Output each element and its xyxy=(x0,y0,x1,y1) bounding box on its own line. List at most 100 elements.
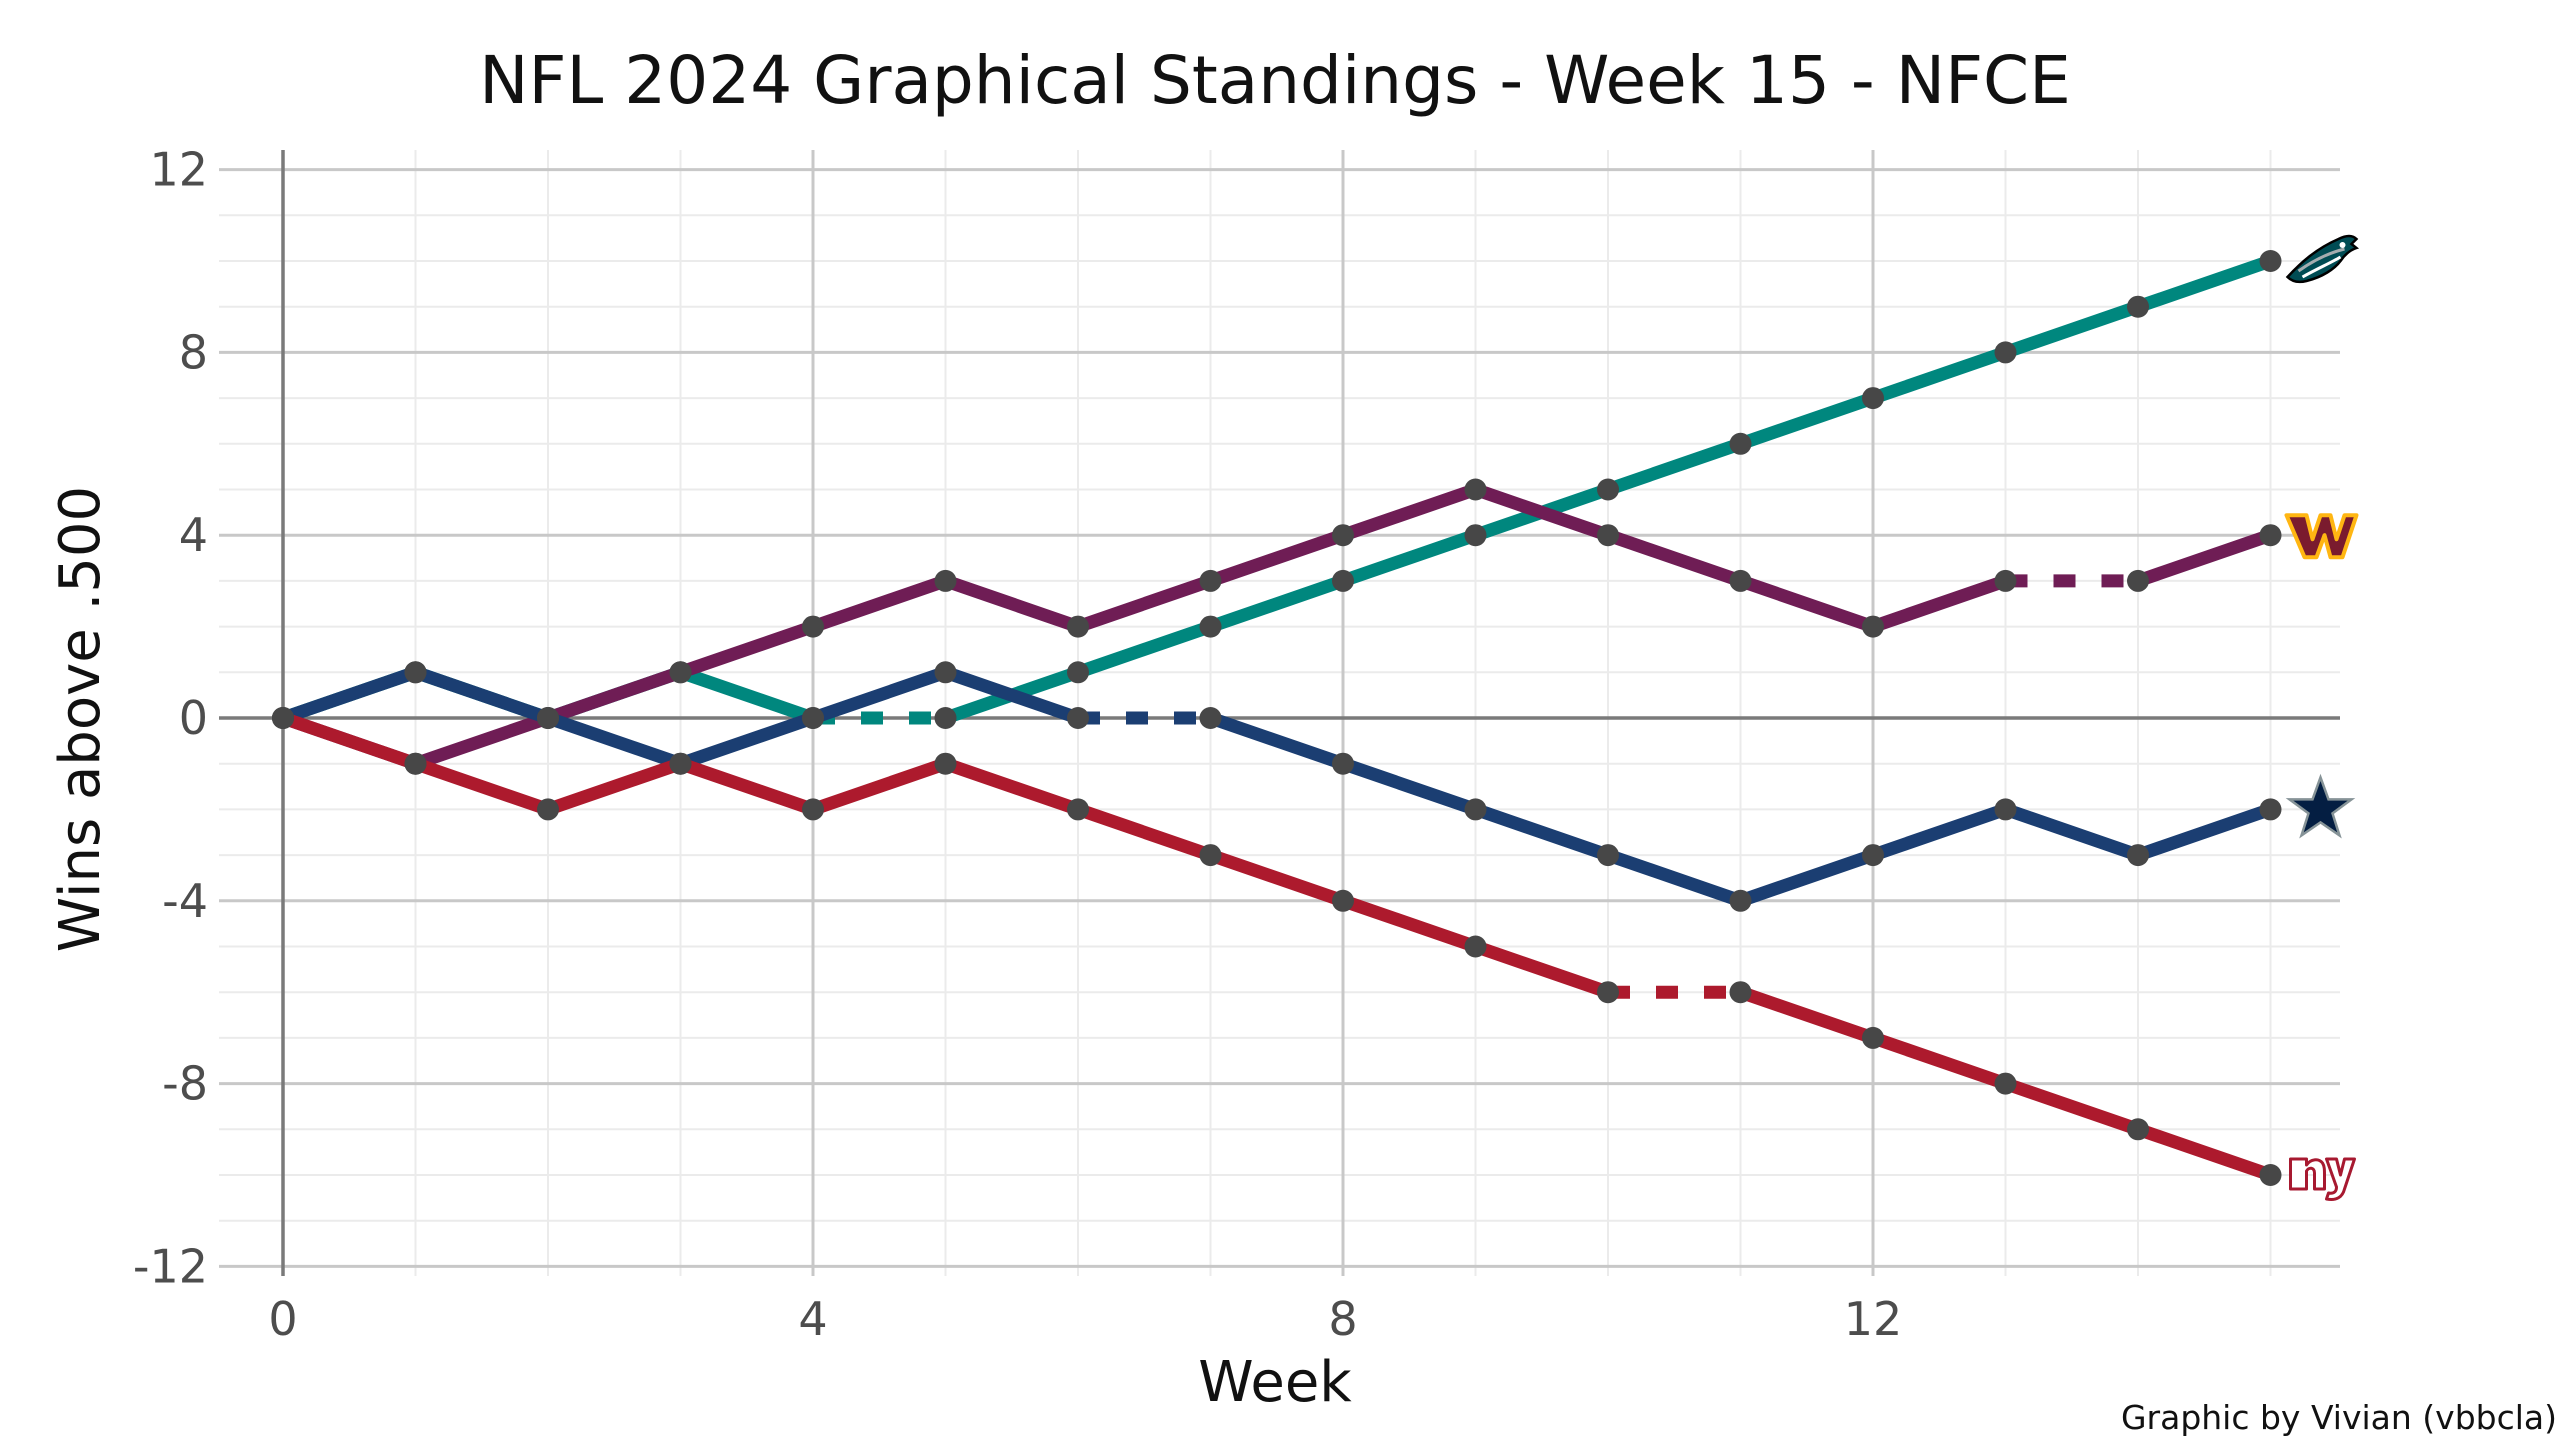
data-point xyxy=(1332,752,1354,775)
line-segment xyxy=(1999,1077,2145,1136)
line-segment xyxy=(1866,574,2012,634)
line-segment xyxy=(409,711,555,771)
line-segment xyxy=(806,665,952,725)
line-segment xyxy=(1336,894,1482,953)
data-point xyxy=(1464,478,1487,501)
y-tick-label: 8 xyxy=(179,325,208,379)
data-point xyxy=(1862,387,1884,410)
y-tick-label: -8 xyxy=(162,1057,208,1111)
cowboys-logo xyxy=(2285,773,2356,839)
y-tick-label: -12 xyxy=(133,1239,208,1293)
data-point xyxy=(669,661,692,684)
data-point xyxy=(2259,524,2282,547)
line-segment xyxy=(939,665,1085,725)
x-tick-label: 4 xyxy=(798,1292,827,1346)
data-point xyxy=(802,707,824,729)
giants-logo xyxy=(2289,1157,2356,1201)
line-segment xyxy=(674,620,820,679)
giants-n-shape xyxy=(2289,1157,2326,1191)
data-point xyxy=(272,707,294,729)
line-segment xyxy=(1866,345,2012,405)
line-segment xyxy=(1866,1031,2012,1091)
line-segment xyxy=(1734,848,1880,908)
data-point xyxy=(2259,798,2282,821)
line-segment xyxy=(1601,437,1747,496)
y-tick-label: 0 xyxy=(179,691,208,745)
line-segment xyxy=(541,665,687,725)
y-axis-title: Wins above .500 xyxy=(48,486,113,952)
line-segment xyxy=(1999,300,2145,359)
data-point xyxy=(1067,661,1089,684)
line-segment xyxy=(1469,802,1615,862)
line-segment xyxy=(276,711,422,771)
chart-title: NFL 2024 Graphical Standings - Week 15 -… xyxy=(479,42,2071,119)
line-segment xyxy=(1071,802,1217,862)
data-point xyxy=(934,752,957,775)
commanders-logo xyxy=(2284,513,2359,560)
line-segment xyxy=(2131,802,2277,862)
data-point xyxy=(1199,615,1222,638)
tick-labels: -12 -8 -4 0 4 8 12 0 4 8 12 xyxy=(133,143,1902,1346)
data-point xyxy=(1332,524,1354,547)
line-segment xyxy=(806,757,952,816)
line-segment xyxy=(1469,483,1615,542)
line-segment xyxy=(1866,802,2012,862)
data-point xyxy=(2127,844,2149,867)
line-segment xyxy=(1204,574,1350,634)
data-point xyxy=(537,707,559,729)
line-segment xyxy=(674,711,820,771)
x-tick-label: 12 xyxy=(1844,1292,1903,1346)
data-point xyxy=(669,752,692,775)
line-segment xyxy=(806,574,952,634)
line-segment xyxy=(1601,848,1747,908)
series-cowboys xyxy=(276,665,2277,908)
commanders-w-shape xyxy=(2284,513,2359,560)
line-segment xyxy=(1601,528,1747,588)
data-point xyxy=(2127,569,2149,592)
data-point xyxy=(404,661,427,684)
line-segment xyxy=(2131,1122,2277,1182)
data-point xyxy=(2259,250,2282,272)
data-point xyxy=(1597,524,1619,547)
data-point xyxy=(1199,844,1222,867)
eagle-head-shape xyxy=(2285,234,2360,284)
data-point xyxy=(1332,889,1354,912)
line-segment xyxy=(939,757,1085,816)
data-point xyxy=(1862,1026,1884,1049)
data-point xyxy=(1332,569,1354,592)
x-tick-label: 0 xyxy=(268,1292,297,1346)
data-point xyxy=(1067,707,1089,729)
line-segment xyxy=(1469,940,1615,999)
line-segment xyxy=(674,665,820,725)
data-point xyxy=(1067,615,1089,638)
data-point xyxy=(934,661,957,684)
data-point xyxy=(802,798,824,821)
y-tick-label: 12 xyxy=(149,143,208,197)
line-segment xyxy=(1734,985,1880,1045)
giants-y-shape xyxy=(2325,1157,2356,1201)
data-point xyxy=(1729,569,1752,592)
data-point xyxy=(802,615,824,638)
line-segment xyxy=(1071,574,1217,634)
data-point xyxy=(1729,889,1752,912)
data-point xyxy=(1862,615,1884,638)
line-segment xyxy=(1071,620,1217,679)
data-point xyxy=(1464,524,1487,547)
eagle-eye xyxy=(2339,242,2346,248)
line-segment xyxy=(1734,391,1880,451)
data-point xyxy=(1994,1072,2017,1095)
line-segment xyxy=(1336,757,1482,816)
series-giants xyxy=(276,711,2277,1182)
data-point xyxy=(1729,981,1752,1004)
line-segment xyxy=(541,711,687,771)
eagles-logo xyxy=(2285,234,2360,284)
grid xyxy=(219,150,2340,1276)
data-point xyxy=(1199,569,1222,592)
data-point xyxy=(1067,798,1089,821)
caption: Graphic by Vivian (vbbcla) xyxy=(2121,1398,2557,1437)
data-point xyxy=(537,798,559,821)
line-segment xyxy=(409,757,555,816)
line-segment xyxy=(939,574,1085,634)
